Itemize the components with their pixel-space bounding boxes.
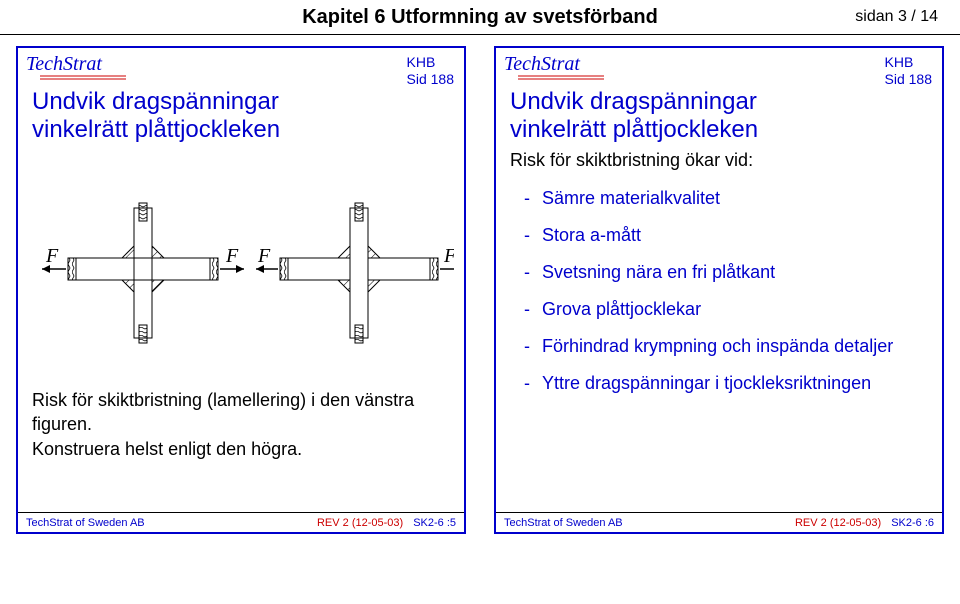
khb-tag-left: KHB Sid 188 — [407, 54, 454, 88]
slide-title-right: Undvik dragspänningar vinkelrätt plåttjo… — [510, 88, 758, 145]
title-line1: Undvik dragspänningar — [32, 88, 280, 116]
khb-line2: Sid 188 — [407, 71, 454, 88]
svg-text:F: F — [45, 245, 59, 267]
right-panel: TechStrat KHB Sid 188 Undvik dragspännin… — [494, 46, 944, 534]
chapter-header: Kapitel 6 Utformning av svetsförband — [0, 6, 960, 29]
left-diagram: F F — [28, 178, 454, 358]
title-line2: vinkelrätt plåttjockleken — [32, 116, 280, 144]
bullet-text: Stora a-mått — [542, 225, 641, 246]
bullet-item: -Grova plåttjocklekar — [524, 299, 924, 320]
khb-line1: KHB — [885, 54, 932, 71]
dash-icon: - — [524, 299, 542, 320]
left-body-content: Risk för skiktbristning (lamellering) i … — [32, 390, 414, 459]
svg-text:F: F — [257, 245, 271, 267]
left-panel: TechStrat KHB Sid 188 Undvik dragspännin… — [16, 46, 466, 534]
svg-text:F: F — [225, 245, 239, 267]
logo-right: TechStrat — [504, 54, 614, 87]
left-body-text: Risk för skiktbristning (lamellering) i … — [32, 388, 452, 461]
footer-company: TechStrat of Sweden AB — [26, 517, 145, 529]
bullet-text: Förhindrad krympning och inspända detalj… — [542, 336, 893, 357]
logo-text: TechStrat — [504, 54, 580, 75]
title-line1: Undvik dragspänningar — [510, 88, 758, 116]
footer-code-left: SK2-6 :5 — [413, 517, 456, 529]
svg-text:F: F — [443, 245, 454, 267]
page-root: Kapitel 6 Utformning av svetsförband sid… — [0, 0, 960, 604]
title-line2: vinkelrätt plåttjockleken — [510, 116, 758, 144]
logo-left: TechStrat — [26, 54, 136, 87]
footer-revision: REV 2 (12-05-03) — [317, 517, 403, 529]
footer-company: TechStrat of Sweden AB — [504, 517, 623, 529]
bullet-text: Grova plåttjocklekar — [542, 299, 701, 320]
dash-icon: - — [524, 188, 542, 209]
page-number: sidan 3 / 14 — [855, 8, 938, 26]
header-rule — [0, 34, 960, 35]
khb-line2: Sid 188 — [885, 71, 932, 88]
khb-tag-right: KHB Sid 188 — [885, 54, 932, 88]
slide-title-left: Undvik dragspänningar vinkelrätt plåttjo… — [32, 88, 280, 145]
dash-icon: - — [524, 336, 542, 357]
bullet-text: Yttre dragspänningar i tjockleksriktning… — [542, 373, 871, 394]
bullet-list: -Sämre materialkvalitet -Stora a-mått -S… — [524, 188, 924, 410]
footer-left: TechStrat of Sweden AB REV 2 (12-05-03) … — [18, 512, 464, 532]
logo-text: TechStrat — [26, 54, 102, 75]
khb-line1: KHB — [407, 54, 454, 71]
dash-icon: - — [524, 225, 542, 246]
bullet-item: -Förhindrad krympning och inspända detal… — [524, 336, 924, 357]
chapter-title: Kapitel 6 Utformning av svetsförband — [302, 6, 658, 29]
bullet-text: Svetsning nära en fri plåtkant — [542, 262, 775, 283]
bullet-text: Sämre materialkvalitet — [542, 188, 720, 209]
bullet-item: -Yttre dragspänningar i tjockleksriktnin… — [524, 373, 924, 394]
dash-icon: - — [524, 262, 542, 283]
risk-intro: Risk för skiktbristning ökar vid: — [510, 148, 930, 172]
dash-icon: - — [524, 373, 542, 394]
bullet-item: -Stora a-mått — [524, 225, 924, 246]
bullet-item: -Svetsning nära en fri plåtkant — [524, 262, 924, 283]
bullet-item: -Sämre materialkvalitet — [524, 188, 924, 209]
footer-right: TechStrat of Sweden AB REV 2 (12-05-03) … — [496, 512, 942, 532]
footer-code-right: SK2-6 :6 — [891, 517, 934, 529]
footer-revision: REV 2 (12-05-03) — [795, 517, 881, 529]
